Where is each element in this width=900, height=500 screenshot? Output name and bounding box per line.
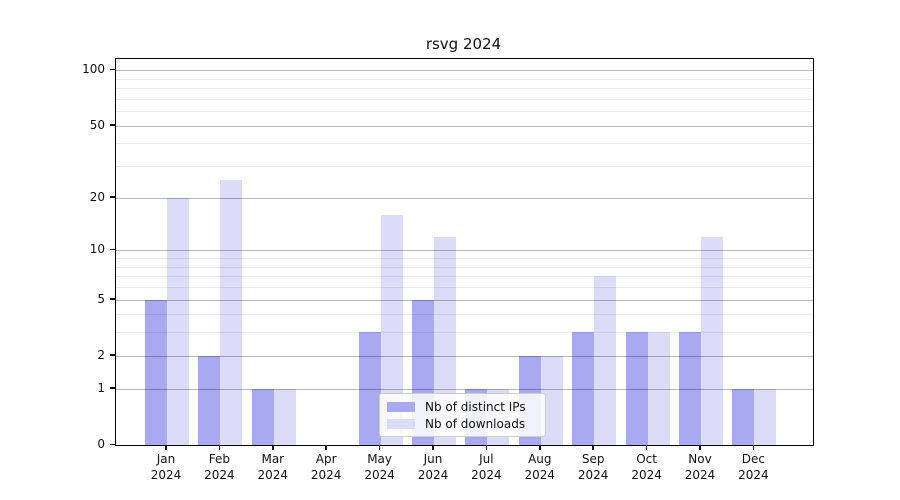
minor-gridline xyxy=(116,111,813,113)
y-tick-label: 1 xyxy=(97,380,105,395)
major-gridline xyxy=(116,388,813,390)
x-tick-label-jan: Jan 2024 xyxy=(150,452,182,482)
bar-downloads-mar xyxy=(273,388,296,445)
legend-label-distinct-ips: Nb of distinct IPs xyxy=(425,399,526,414)
x-tick-label-mar: Mar 2024 xyxy=(257,452,289,482)
bar-downloads-jan xyxy=(167,197,189,445)
y-tick-mark xyxy=(110,443,115,445)
bar-distinct-ips-mar xyxy=(251,388,274,445)
y-tick-label: 2 xyxy=(97,347,105,362)
x-tick-mark xyxy=(218,445,221,450)
x-tick-label-sep: Sep 2024 xyxy=(577,452,609,482)
x-tick-mark xyxy=(165,445,167,450)
grid-layer xyxy=(116,59,813,445)
bar-distinct-ips-sep xyxy=(572,332,595,445)
x-tick-mark xyxy=(645,445,648,450)
bar-distinct-ips-oct xyxy=(625,332,648,445)
x-tick-mark xyxy=(485,445,488,450)
legend-label-downloads: Nb of downloads xyxy=(425,416,526,431)
x-tick-label-jun: Jun 2024 xyxy=(417,452,449,482)
legend-row-distinct-ips: Nb of distinct IPs xyxy=(387,400,545,414)
y-tick-label: 0 xyxy=(97,437,105,451)
bar-distinct-ips-may xyxy=(358,332,381,445)
major-gridline xyxy=(116,70,813,72)
legend-swatch-distinct-ips-icon xyxy=(387,401,415,412)
bar-distinct-ips-dec xyxy=(732,388,755,445)
minor-gridline xyxy=(116,266,813,268)
minor-gridline xyxy=(116,166,813,168)
x-tick-mark xyxy=(752,445,755,450)
x-tick-label-may: May 2024 xyxy=(364,452,395,482)
y-tick-label: 10 xyxy=(89,242,105,257)
x-tick-mark xyxy=(699,445,701,450)
bar-distinct-ips-nov xyxy=(679,332,701,445)
minor-gridline xyxy=(116,314,813,316)
y-tick-mark xyxy=(110,387,115,389)
major-gridline xyxy=(116,197,813,199)
major-gridline xyxy=(116,250,813,252)
bar-downloads-aug xyxy=(540,355,563,445)
minor-gridline xyxy=(116,98,813,100)
major-gridline xyxy=(116,355,813,357)
bar-distinct-ips-feb xyxy=(198,355,221,445)
x-tick-label-jul: Jul 2024 xyxy=(471,452,502,482)
legend-row-downloads: Nb of downloads xyxy=(387,417,545,431)
bar-downloads-sep xyxy=(594,276,617,445)
minor-gridline xyxy=(116,276,813,278)
x-tick-label-aug: Aug 2024 xyxy=(524,452,556,482)
y-tick-label: 20 xyxy=(89,189,105,204)
x-tick-label-nov: Nov 2024 xyxy=(684,452,716,482)
minor-gridline xyxy=(116,332,813,334)
x-tick-mark xyxy=(592,445,594,450)
x-tick-mark xyxy=(272,445,274,450)
y-tick-mark xyxy=(110,196,115,198)
bar-downloads-dec xyxy=(754,388,777,445)
bars-layer xyxy=(116,59,813,445)
x-tick-label-feb: Feb 2024 xyxy=(204,452,235,482)
chart-title: rsvg 2024 xyxy=(425,35,502,53)
major-gridline xyxy=(116,299,813,301)
bar-downloads-feb xyxy=(220,180,243,445)
bar-downloads-oct xyxy=(647,332,670,445)
x-tick-label-apr: Apr 2024 xyxy=(310,452,342,482)
minor-gridline xyxy=(116,258,813,260)
x-tick-label-dec: Dec 2024 xyxy=(738,452,769,482)
x-tick-mark xyxy=(432,445,434,450)
y-tick-mark xyxy=(110,354,115,356)
x-tick-mark xyxy=(539,445,541,450)
y-tick-mark xyxy=(110,124,115,126)
minor-gridline xyxy=(116,88,813,90)
legend: Nb of distinct IPs Nb of downloads xyxy=(379,393,546,437)
x-tick-mark xyxy=(378,445,381,450)
bar-downloads-nov xyxy=(701,236,723,445)
y-tick-mark xyxy=(110,298,115,300)
y-tick-label: 50 xyxy=(89,117,105,132)
y-tick-mark xyxy=(110,68,115,71)
minor-gridline xyxy=(116,78,813,80)
bar-distinct-ips-jan xyxy=(145,299,167,445)
y-tick-label: 100 xyxy=(82,62,105,77)
bar-downloads-may xyxy=(380,214,403,445)
bar-downloads-jun xyxy=(434,236,456,445)
plot-area xyxy=(115,58,814,446)
minor-gridline xyxy=(116,286,813,288)
y-tick-mark xyxy=(110,248,115,251)
legend-swatch-downloads-icon xyxy=(387,418,415,429)
x-tick-mark xyxy=(325,445,327,450)
y-tick-label: 5 xyxy=(97,291,105,306)
minor-gridline xyxy=(116,143,813,145)
major-gridline xyxy=(116,125,813,127)
x-tick-label-oct: Oct 2024 xyxy=(631,452,662,482)
